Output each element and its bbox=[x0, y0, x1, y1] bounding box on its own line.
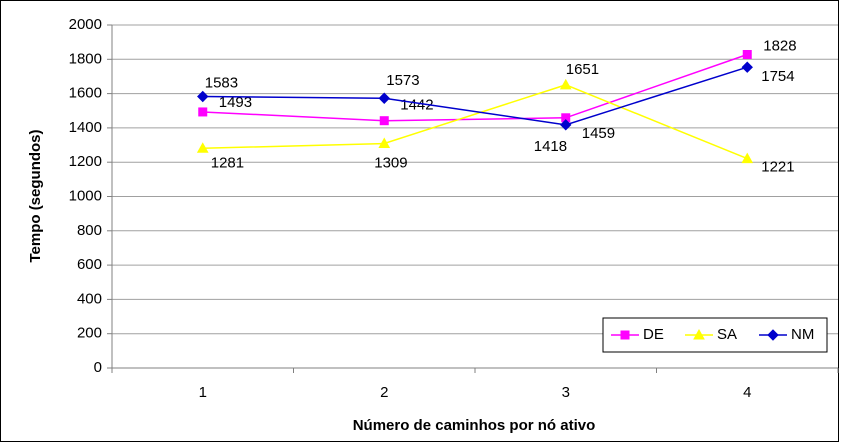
y-tick-label: 1000 bbox=[69, 187, 102, 204]
x-tick-label: 2 bbox=[380, 384, 388, 401]
x-tick-label: 3 bbox=[562, 384, 570, 401]
data-label: 1418 bbox=[534, 138, 567, 155]
y-axis-label: Tempo (segundos) bbox=[27, 129, 44, 262]
data-label: 1459 bbox=[582, 125, 615, 142]
legend-marker bbox=[767, 329, 779, 341]
data-point bbox=[196, 142, 209, 153]
series-line bbox=[202, 53, 748, 122]
data-label: 1221 bbox=[761, 159, 794, 176]
data-label: 1754 bbox=[761, 68, 794, 85]
x-tick-label: 4 bbox=[743, 384, 751, 401]
legend-label: SA bbox=[717, 326, 737, 343]
data-point bbox=[741, 152, 754, 164]
legend-marker bbox=[620, 330, 630, 340]
data-point bbox=[379, 116, 389, 126]
y-tick-label: 200 bbox=[77, 325, 102, 342]
data-label: 1281 bbox=[211, 154, 244, 171]
data-point bbox=[742, 49, 752, 59]
data-label: 1651 bbox=[566, 61, 599, 78]
data-label: 1828 bbox=[763, 37, 796, 54]
y-tick-label: 1400 bbox=[69, 119, 102, 136]
data-point bbox=[560, 119, 572, 131]
data-point bbox=[559, 78, 572, 90]
data-point bbox=[197, 90, 209, 103]
legend-marker bbox=[693, 328, 705, 340]
y-tick-label: 2000 bbox=[69, 16, 102, 33]
legend bbox=[602, 317, 828, 353]
y-tick-label: 1200 bbox=[69, 153, 102, 170]
data-label: 1583 bbox=[205, 74, 238, 91]
data-label: 1442 bbox=[400, 97, 433, 114]
x-axis-label: Número de caminhos por nó ativo bbox=[353, 417, 596, 434]
x-tick-label: 1 bbox=[199, 384, 207, 401]
data-label: 1493 bbox=[219, 94, 252, 111]
y-tick-label: 600 bbox=[77, 256, 102, 273]
y-tick-label: 800 bbox=[77, 222, 102, 239]
data-point bbox=[741, 61, 753, 73]
y-tick-label: 0 bbox=[94, 359, 102, 376]
legend-label: DE bbox=[643, 326, 664, 343]
series-line bbox=[202, 84, 748, 160]
data-point bbox=[198, 107, 208, 117]
data-label: 1309 bbox=[374, 154, 407, 171]
data-label: 1573 bbox=[386, 72, 419, 89]
legend-label: NM bbox=[791, 326, 814, 343]
y-tick-label: 1600 bbox=[69, 85, 102, 102]
y-tick-label: 1800 bbox=[69, 50, 102, 67]
y-tick-label: 400 bbox=[77, 290, 102, 307]
data-point bbox=[378, 92, 390, 104]
series-line bbox=[202, 66, 748, 126]
data-point bbox=[378, 137, 391, 149]
